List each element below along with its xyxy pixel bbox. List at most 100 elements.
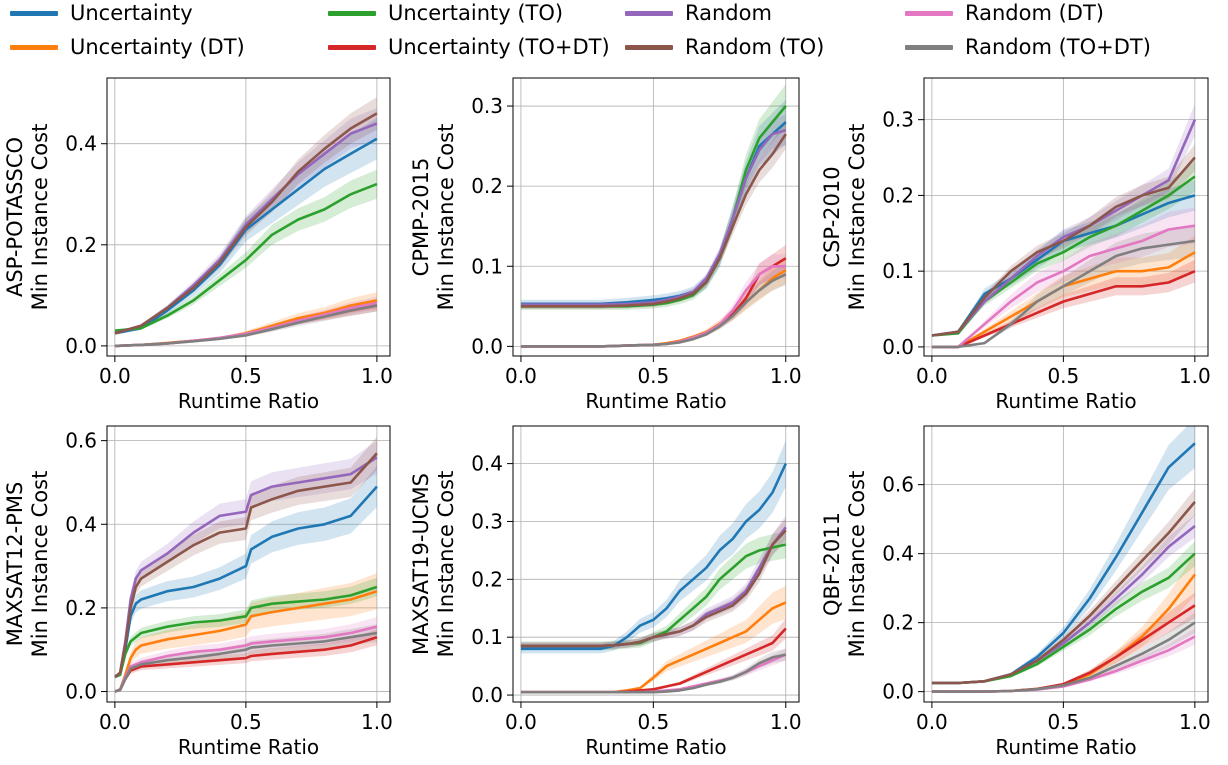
x-axis-label: Runtime Ratio	[585, 735, 726, 759]
series-line	[520, 133, 787, 308]
legend-swatch	[328, 44, 376, 50]
plot-area	[931, 426, 1196, 693]
y-tick-label: 0.1	[471, 625, 503, 649]
y-tick-label: 0.1	[471, 254, 503, 278]
series-band	[114, 97, 377, 335]
series-line	[114, 452, 378, 678]
plot-area	[114, 97, 378, 348]
legend-label: Random (TO)	[685, 35, 825, 59]
legend-item: Uncertainty (TO)	[328, 0, 563, 28]
series-band	[520, 440, 786, 654]
y-tick-label: 0.2	[65, 233, 97, 257]
series-band	[520, 585, 786, 693]
y-tick-label: 0.0	[882, 335, 914, 359]
series-line	[114, 182, 378, 332]
series-band	[114, 629, 377, 692]
series-band	[931, 235, 1195, 347]
x-tick-label: 0.5	[1047, 364, 1079, 388]
y-tick-label: 0.0	[471, 334, 503, 358]
legend-label: Uncertainty (DT)	[70, 35, 245, 59]
chart-panel: 0.0 0.5 1.0 0.0 0.1 0.2 0.3 Runtime Ratio CPMP-2…	[409, 77, 802, 413]
legend-swatch	[625, 10, 673, 16]
legend-swatch	[625, 44, 673, 50]
axes-frame	[923, 425, 1209, 703]
x-tick-label: 1.0	[770, 710, 802, 734]
y-tick-label: 0.3	[471, 94, 503, 118]
x-tick-label: 0.5	[230, 710, 262, 734]
y-tick-label: 0.6	[65, 429, 97, 453]
series-band	[114, 577, 377, 679]
x-tick-label: 0.0	[99, 710, 131, 734]
legend-label: Uncertainty (TO)	[388, 1, 564, 25]
legend-item: Uncertainty (DT)	[10, 32, 245, 62]
x-axis-label: Runtime Ratio	[995, 389, 1136, 413]
series-line	[931, 501, 1196, 685]
x-tick-label: 0.5	[637, 364, 669, 388]
axes-frame	[512, 77, 800, 357]
series-band	[114, 441, 377, 678]
legend-item: Random (TO+DT)	[905, 32, 1151, 62]
series-line	[931, 621, 1196, 693]
y-tick-label: 0.4	[882, 542, 914, 566]
series-line	[114, 112, 378, 335]
y-tick-label: 0.4	[65, 132, 97, 156]
plot-area	[520, 440, 787, 694]
series-band	[114, 169, 377, 333]
legend-swatch	[10, 44, 58, 50]
legend-label: Random (DT)	[965, 1, 1105, 25]
chart-title: MAXSAT19-UCMS	[409, 473, 433, 655]
series-band	[520, 618, 786, 693]
x-tick-label: 0.5	[1047, 710, 1079, 734]
series-line	[931, 156, 1196, 337]
y-axis-label: Min Instance Cost	[845, 471, 869, 658]
legend-swatch	[10, 10, 58, 16]
x-axis-label: Runtime Ratio	[585, 389, 726, 413]
series-band	[114, 436, 377, 678]
y-tick-label: 0.1	[882, 259, 914, 283]
series-band	[931, 612, 1195, 692]
y-axis-label: Min Instance Cost	[845, 124, 869, 311]
x-axis-label: Runtime Ratio	[995, 735, 1136, 759]
chart-panel: 0.0 0.5 1.0 0.0 0.1 0.2 0.3 Runtime Ratio CSP-20…	[820, 77, 1211, 413]
series-band	[520, 518, 786, 650]
y-axis-label: Min Instance Cost	[28, 124, 52, 311]
series-line	[931, 119, 1197, 337]
y-axis-label: Min Instance Cost	[434, 471, 458, 658]
y-tick-label: 0.0	[471, 683, 503, 707]
series-line	[931, 239, 1196, 349]
series-line	[114, 631, 378, 693]
axes-frame	[106, 425, 391, 703]
y-tick-label: 0.2	[471, 174, 503, 198]
series-line	[520, 128, 787, 307]
x-tick-label: 1.0	[1179, 710, 1211, 734]
plot-area	[114, 436, 378, 693]
y-tick-label: 0.4	[471, 452, 503, 476]
plot-area	[931, 103, 1197, 349]
series-line	[520, 653, 787, 694]
x-tick-label: 1.0	[361, 364, 393, 388]
y-tick-label: 0.0	[65, 334, 97, 358]
series-band	[114, 624, 377, 692]
legend-item: Random	[625, 0, 772, 28]
y-tick-label: 0.0	[882, 680, 914, 704]
chart-title: CPMP-2015	[409, 158, 433, 277]
series-line	[114, 137, 378, 335]
chart-panel: 0.0 0.5 1.0 0.0 0.2 0.4 0.6 Runtime Ratio MAXSAT…	[3, 425, 393, 759]
x-tick-label: 0.0	[99, 364, 131, 388]
axes-frame	[923, 77, 1209, 357]
y-axis-label: Min Instance Cost	[28, 471, 52, 658]
x-axis-label: Runtime Ratio	[178, 735, 319, 759]
x-axis-label: Runtime Ratio	[178, 389, 319, 413]
chart-panel: 0.0 0.5 1.0 0.0 0.2 0.4 Runtime Ratio ASP-POTAS…	[3, 77, 393, 413]
x-tick-label: 0.0	[505, 710, 537, 734]
series-line	[114, 589, 378, 693]
y-axis-label: Min Instance Cost	[434, 124, 458, 311]
plot-area	[520, 84, 787, 348]
x-tick-label: 0.5	[230, 364, 262, 388]
y-tick-label: 0.6	[882, 473, 914, 497]
chart-title: CSP-2010	[820, 166, 844, 267]
series-line	[520, 273, 787, 348]
legend-label: Random (TO+DT)	[965, 35, 1151, 59]
legend-swatch	[905, 44, 953, 50]
